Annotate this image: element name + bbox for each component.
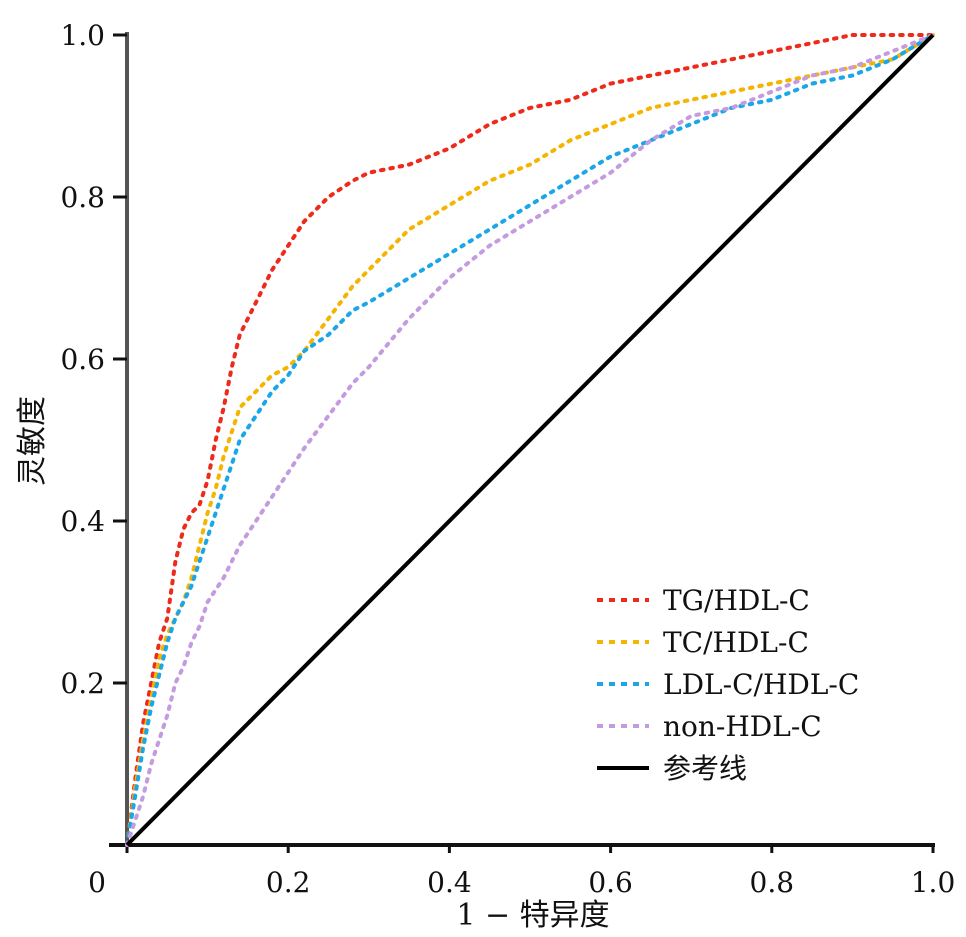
legend-label: LDL-C/HDL-C [663,668,859,701]
x-axis-title: 1 − 特异度 [456,898,609,933]
series-line [125,33,935,847]
series-line [125,33,935,847]
legend-label: non-HDL-C [663,710,822,743]
x-tick-label: 0 [88,866,106,899]
x-tick-label: 1.0 [911,866,956,899]
x-tick-label: 0.8 [750,866,795,899]
axes: 0 0.2 0.4 0.6 0.8 1.0 0.2 0.4 0.6 0.8 1.0 [60,19,955,899]
legend-label: TG/HDL-C [663,584,810,617]
x-tick-label: 0.4 [427,866,472,899]
x-tick-label: 0.2 [266,866,311,899]
legend-label: 参考线 [663,752,747,785]
legend: TG/HDL-C TC/HDL-C LDL-C/HDL-C non-HDL-C 参考线 [597,584,859,785]
y-tick-label: 0.6 [60,343,105,376]
y-tick-label: 0.4 [60,505,105,538]
y-tick-label: 0.8 [60,181,105,214]
roc-curves [125,33,935,847]
y-tick-label: 1.0 [60,19,105,52]
y-tick-label: 0.2 [60,667,105,700]
series-line [125,33,935,847]
x-tick-label: 0.6 [588,866,633,899]
legend-label: TC/HDL-C [663,626,809,659]
y-axis-title: 灵敏度 [15,396,50,486]
series-line [125,33,935,847]
